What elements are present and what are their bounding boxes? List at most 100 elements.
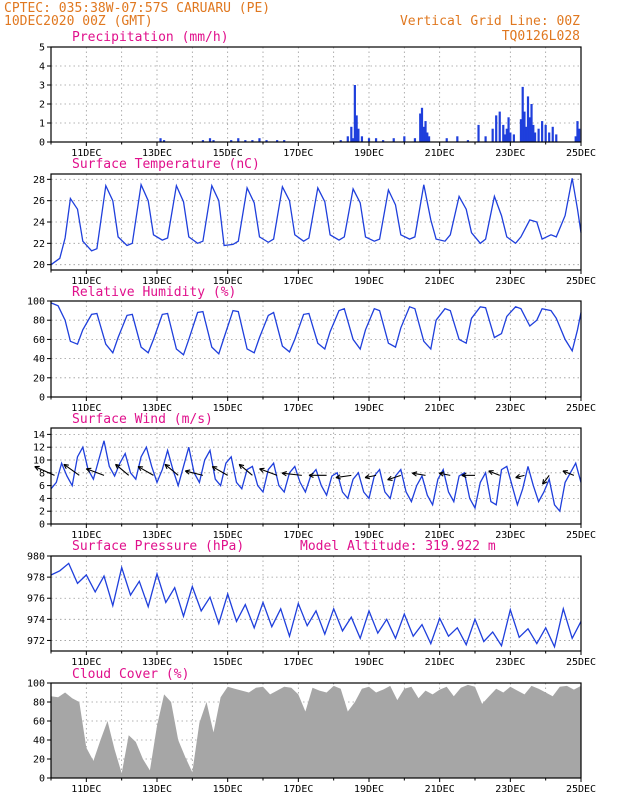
precip-bar <box>360 136 364 142</box>
wind-arrow <box>412 471 426 477</box>
precip-bar <box>532 124 535 142</box>
precip-bar <box>456 136 459 142</box>
precip-xtick-label: 11DEC <box>71 148 101 159</box>
rh-xtick-label: 11DEC <box>71 403 101 414</box>
precip-bar <box>258 138 261 142</box>
rh-ytick-label: 80 <box>33 316 45 327</box>
precip-bar <box>382 140 385 142</box>
cloud-ytick-label: 0 <box>39 774 45 785</box>
pres-xtick-label: 21DEC <box>425 657 455 668</box>
cloud-xtick-label: 25DEC <box>566 784 596 795</box>
pres-ytick-label: 972 <box>27 636 45 647</box>
cloud-ytick-label: 20 <box>33 755 45 766</box>
precip-bar <box>350 126 353 142</box>
precip-ytick-label: 0 <box>39 138 45 149</box>
precip-bar <box>346 136 349 142</box>
precip-bar <box>526 96 530 142</box>
wind-ytick-label: 4 <box>39 494 45 505</box>
precip-bar <box>367 138 371 142</box>
precip-bar <box>374 138 378 142</box>
temp-ytick-label: 24 <box>33 218 45 229</box>
wind-frame <box>50 427 582 525</box>
model-altitude-label: Model Altitude: 319.922 m <box>300 539 496 554</box>
precip-bar <box>537 128 540 142</box>
precip-ytick-label: 3 <box>39 81 45 92</box>
wind-arrow <box>86 467 105 476</box>
temp-ytick-label: 20 <box>33 260 45 271</box>
precip-bar <box>445 138 448 142</box>
wind-arrow <box>335 474 352 480</box>
rh-xtick-label: 19DEC <box>354 403 384 414</box>
cloud-ytick-label: 40 <box>33 736 45 747</box>
precip-ytick-label: 4 <box>39 62 45 73</box>
wind-arrow <box>387 474 401 481</box>
cloud-ytick-label: 60 <box>33 717 45 728</box>
precip-bar <box>498 111 501 142</box>
precip-bar <box>244 140 247 142</box>
temp-xtick-label: 23DEC <box>495 276 525 287</box>
cloud-xtick-label: 19DEC <box>354 784 384 795</box>
panel-temperature: Surface Temperature (nC) <box>72 157 260 172</box>
wind-arrow <box>562 470 575 476</box>
wind-arrow <box>211 466 228 476</box>
precip-bar <box>505 128 508 142</box>
wind-arrow <box>364 474 377 480</box>
precip-bar <box>392 138 395 142</box>
precip-bar <box>424 121 427 142</box>
precip-bar <box>466 140 470 142</box>
precip-bar <box>357 128 360 142</box>
pres-ytick-label: 980 <box>27 552 45 563</box>
wind-arrow <box>137 466 154 476</box>
cloud-xtick-label: 15DEC <box>213 784 243 795</box>
temp-series-line <box>50 178 582 266</box>
precip-xtick-label: 15DEC <box>213 148 243 159</box>
precip-bar <box>339 140 342 142</box>
wind-series-line <box>50 440 582 513</box>
cloud-xtick-label: 11DEC <box>71 784 101 795</box>
plot-cloud: 0 20 40 60 80 100 11DEC 13DEC 15DEC 17DEC 19DEC 21D… <box>27 679 596 796</box>
precip-bar <box>507 117 510 142</box>
precip-xtick-label: 17DEC <box>283 148 313 159</box>
precip-xtick-label: 25DEC <box>566 148 596 159</box>
precip-bar <box>525 126 528 142</box>
precip-bar <box>576 121 579 142</box>
plot-pres: 972 974 976 978 980 11DEC 13DEC 15DEC 17DEC 19DEC… <box>27 552 596 669</box>
rh-xtick-label: 23DEC <box>495 403 525 414</box>
precip-bar <box>276 140 279 142</box>
cloud-xtick-label: 13DEC <box>142 784 172 795</box>
precip-bar <box>484 136 487 142</box>
wind-arrow <box>184 469 204 476</box>
temp-ytick-label: 28 <box>33 175 45 186</box>
wind-title: Surface Wind (m/s) <box>72 412 213 427</box>
precip-bar <box>352 138 355 142</box>
precip-bar <box>551 126 554 142</box>
temp-xtick-label: 13DEC <box>142 276 172 287</box>
precip-bar <box>509 132 512 142</box>
precip-frame <box>50 46 582 143</box>
cloud-frame <box>50 682 582 779</box>
temp-ytick-label: 26 <box>33 196 45 207</box>
wind-arrow <box>461 472 475 479</box>
panel-precipitation: Precipitation (mm/h) <box>72 30 229 45</box>
cloud-ytick-label: 100 <box>27 679 45 690</box>
wind-ytick-label: 6 <box>39 481 45 492</box>
wind-ytick-label: 8 <box>39 468 45 479</box>
rh-ytick-label: 60 <box>33 335 45 346</box>
precip-bar <box>265 140 268 142</box>
wind-xtick-label: 11DEC <box>71 530 101 541</box>
precip-xtick-label: 13DEC <box>142 148 172 159</box>
wind-xtick-label: 19DEC <box>354 530 384 541</box>
precip-bar <box>237 138 240 142</box>
pres-xtick-label: 17DEC <box>283 657 313 668</box>
precip-bar <box>548 132 551 142</box>
temp-xtick-label: 15DEC <box>213 276 243 287</box>
precip-bar <box>353 85 356 142</box>
header-grid-note: Vertical Grid Line: 00Z <box>400 14 580 29</box>
wind-ytick-label: 0 <box>39 520 45 531</box>
precip-bar <box>544 124 547 142</box>
precip-xtick-label: 19DEC <box>354 148 384 159</box>
precip-bar <box>426 132 429 142</box>
panel-cloud-cover: Cloud Cover (%) <box>72 667 189 682</box>
pres-ytick-label: 976 <box>27 594 45 605</box>
precip-bar <box>419 113 422 142</box>
